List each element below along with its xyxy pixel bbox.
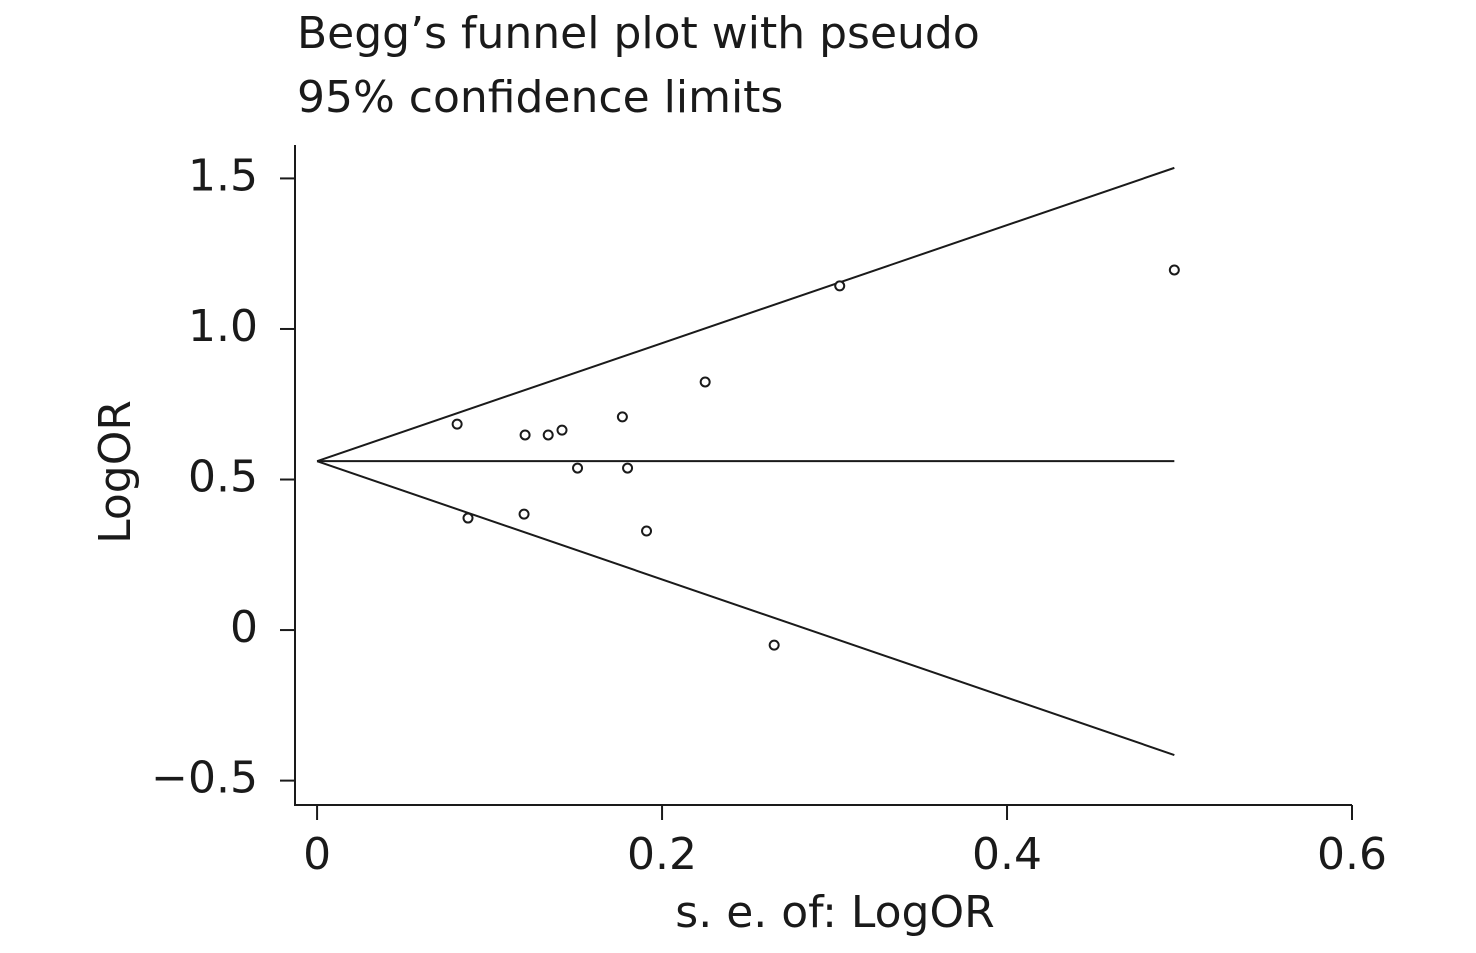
x-tick-label: 0: [303, 829, 331, 880]
study-point: [542, 429, 554, 441]
study-point: [834, 280, 846, 292]
study-point: [451, 418, 463, 430]
y-tick-label: 0.5: [188, 452, 258, 503]
x-tick-label: 0.2: [627, 829, 697, 880]
study-point: [462, 512, 474, 524]
study-point: [1168, 264, 1180, 276]
study-point: [616, 411, 628, 423]
x-tick-label: 0.6: [1317, 829, 1387, 880]
study-point: [572, 462, 584, 474]
study-point: [641, 525, 653, 537]
y-tick-label: 0: [230, 602, 258, 653]
reference-line: [316, 460, 1175, 756]
study-point: [699, 376, 711, 388]
study-point: [768, 639, 780, 651]
study-point: [622, 462, 634, 474]
chart-title: Begg’s funnel plot with pseudo: [297, 8, 980, 59]
chart-title: 95% confidence limits: [297, 72, 783, 123]
y-tick-label: 1.5: [188, 150, 258, 201]
y-axis-label: LogOR: [90, 400, 141, 544]
y-tick-label: −0.5: [151, 753, 258, 804]
study-point: [556, 424, 568, 436]
x-tick-label: 0.4: [972, 829, 1042, 880]
study-point: [518, 508, 530, 520]
reference-line: [316, 166, 1175, 463]
y-tick-label: 1.0: [188, 301, 258, 352]
x-axis-label: s. e. of: LogOR: [675, 887, 994, 938]
study-point: [519, 429, 531, 441]
